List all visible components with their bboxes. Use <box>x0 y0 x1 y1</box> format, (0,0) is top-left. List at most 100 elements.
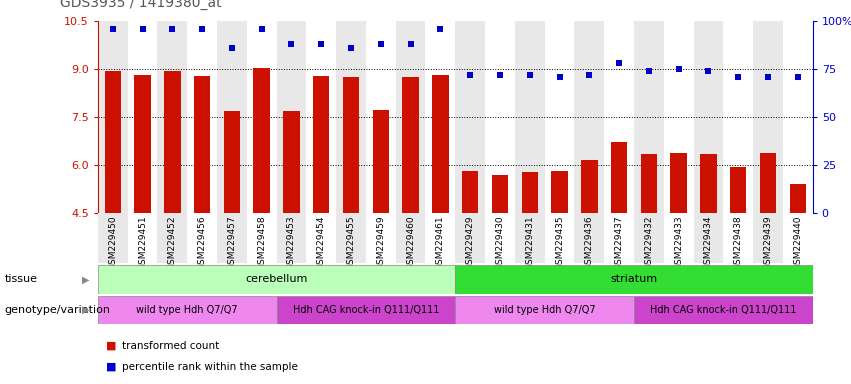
Bar <box>343 77 359 357</box>
Text: GSM229452: GSM229452 <box>168 216 177 270</box>
Bar <box>700 154 717 357</box>
Text: Hdh CAG knock-in Q111/Q111: Hdh CAG knock-in Q111/Q111 <box>293 305 439 315</box>
Point <box>642 68 655 74</box>
Text: GSM229456: GSM229456 <box>197 216 207 270</box>
Text: ▶: ▶ <box>82 274 89 285</box>
Text: GSM229436: GSM229436 <box>585 216 594 270</box>
Text: GDS3935 / 1419380_at: GDS3935 / 1419380_at <box>60 0 221 10</box>
Bar <box>760 153 776 357</box>
Bar <box>336 21 366 213</box>
Point <box>403 41 417 47</box>
Point <box>106 26 119 32</box>
Point <box>612 60 625 66</box>
Bar <box>790 184 806 357</box>
Text: GSM229460: GSM229460 <box>406 216 415 270</box>
Bar <box>336 213 366 263</box>
Bar <box>98 265 455 294</box>
Point <box>225 45 238 51</box>
Point <box>315 41 328 47</box>
Bar <box>574 213 604 263</box>
Bar <box>545 213 574 263</box>
Point <box>374 41 387 47</box>
Text: wild type Hdh Q7/Q7: wild type Hdh Q7/Q7 <box>136 305 238 315</box>
Bar <box>485 21 515 213</box>
Bar <box>157 213 187 263</box>
Text: transformed count: transformed count <box>122 341 219 351</box>
Bar <box>134 75 151 357</box>
Bar <box>194 76 210 357</box>
Text: tissue: tissue <box>4 274 37 285</box>
Bar <box>671 153 687 357</box>
Point <box>165 26 179 32</box>
Bar <box>426 21 455 213</box>
Bar <box>98 213 128 263</box>
Bar <box>783 213 813 263</box>
Bar <box>723 21 753 213</box>
Point <box>731 74 745 80</box>
Bar <box>492 175 508 357</box>
Bar <box>277 213 306 263</box>
Bar <box>522 172 538 357</box>
Bar <box>545 21 574 213</box>
Bar <box>247 213 277 263</box>
Text: GSM229431: GSM229431 <box>525 216 534 270</box>
Point <box>196 26 209 32</box>
Text: percentile rank within the sample: percentile rank within the sample <box>122 362 298 372</box>
Bar <box>694 21 723 213</box>
Bar <box>611 142 627 357</box>
Text: GSM229435: GSM229435 <box>555 216 564 270</box>
Text: GSM229434: GSM229434 <box>704 216 713 270</box>
Bar <box>604 213 634 263</box>
Bar <box>187 21 217 213</box>
Text: GSM229451: GSM229451 <box>138 216 147 270</box>
Bar <box>254 68 270 357</box>
Bar <box>783 21 813 213</box>
Text: genotype/variation: genotype/variation <box>4 305 111 315</box>
Bar <box>604 21 634 213</box>
Point <box>344 45 357 51</box>
Point <box>255 26 269 32</box>
Bar <box>98 21 128 213</box>
Text: GSM229459: GSM229459 <box>376 216 386 270</box>
Bar <box>664 213 694 263</box>
Bar <box>277 296 455 324</box>
Bar <box>164 71 180 357</box>
Point <box>791 74 805 80</box>
Bar <box>247 21 277 213</box>
Bar <box>485 213 515 263</box>
Text: wild type Hdh Q7/Q7: wild type Hdh Q7/Q7 <box>494 305 596 315</box>
Point <box>553 74 567 80</box>
Bar <box>128 21 157 213</box>
Text: ■: ■ <box>106 341 117 351</box>
Bar <box>581 161 597 357</box>
Bar <box>217 21 247 213</box>
Bar <box>366 21 396 213</box>
Bar <box>462 171 478 357</box>
Bar <box>723 213 753 263</box>
Text: GSM229458: GSM229458 <box>257 216 266 270</box>
Bar <box>98 296 277 324</box>
Bar <box>396 213 426 263</box>
Bar <box>373 110 389 357</box>
Text: GSM229450: GSM229450 <box>108 216 117 270</box>
Point <box>672 66 686 72</box>
Bar <box>753 213 783 263</box>
Bar <box>551 171 568 357</box>
Text: GSM229454: GSM229454 <box>317 216 326 270</box>
Bar <box>664 21 694 213</box>
Bar <box>403 77 419 357</box>
Bar <box>313 76 329 357</box>
Point <box>761 74 774 80</box>
Text: GSM229429: GSM229429 <box>465 216 475 270</box>
Bar <box>277 21 306 213</box>
Bar <box>187 213 217 263</box>
Bar <box>634 21 664 213</box>
Bar <box>515 21 545 213</box>
Text: ▶: ▶ <box>82 305 89 315</box>
Bar <box>426 213 455 263</box>
Bar <box>574 21 604 213</box>
Bar <box>455 213 485 263</box>
Point <box>493 72 506 78</box>
Bar <box>515 213 545 263</box>
Point <box>523 72 536 78</box>
